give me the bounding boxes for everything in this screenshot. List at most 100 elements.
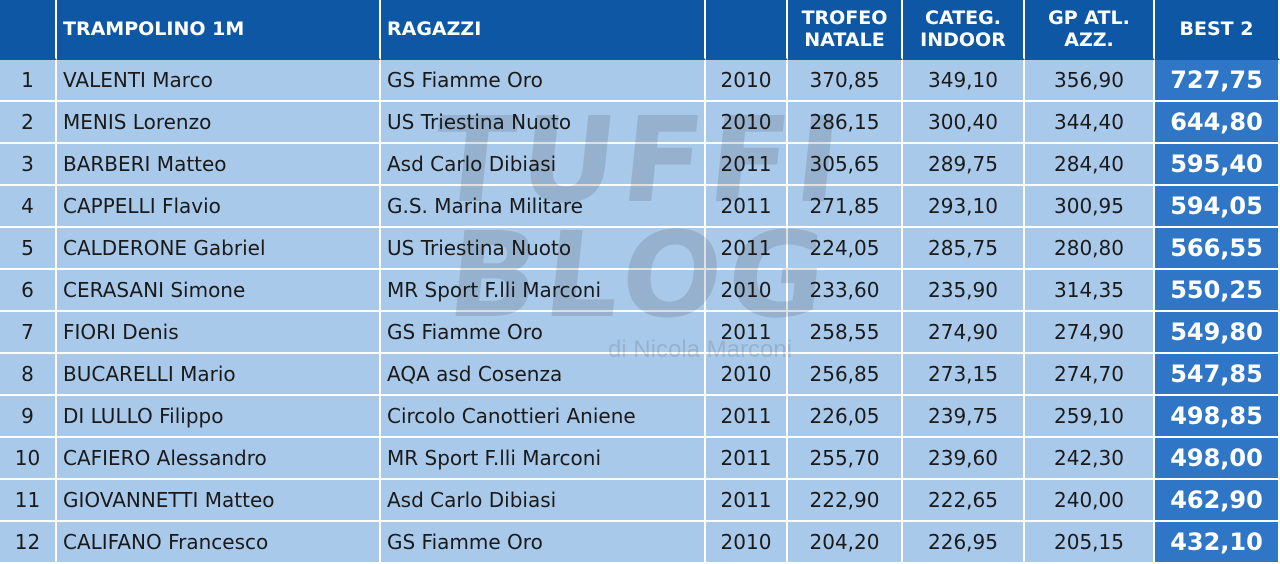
cell-trofeo-natale: 255,70 (788, 438, 903, 480)
cell-position: 10 (0, 438, 57, 480)
header-category: RAGAZZI (381, 0, 706, 60)
cell-club: US Triestina Nuoto (381, 228, 706, 270)
cell-position: 8 (0, 354, 57, 396)
cell-position: 2 (0, 102, 57, 144)
header-position (0, 0, 57, 60)
cell-trofeo-natale: 226,05 (788, 396, 903, 438)
table-row: 7 FIORI Denis GS Fiamme Oro 2011 258,55 274,9… (0, 312, 1280, 354)
cell-categ-indoor: 293,10 (903, 186, 1025, 228)
cell-gp-atl-azz: 356,90 (1025, 60, 1155, 102)
cell-best-2: 462,90 (1155, 480, 1280, 522)
cell-birth-year: 2011 (706, 312, 788, 354)
cell-athlete-name: GIOVANNETTI Matteo (57, 480, 381, 522)
cell-athlete-name: VALENTI Marco (57, 60, 381, 102)
cell-gp-atl-azz: 300,95 (1025, 186, 1155, 228)
cell-best-2: 549,80 (1155, 312, 1280, 354)
cell-club: Asd Carlo Dibiasi (381, 480, 706, 522)
cell-trofeo-natale: 233,60 (788, 270, 903, 312)
cell-position: 4 (0, 186, 57, 228)
cell-athlete-name: CALDERONE Gabriel (57, 228, 381, 270)
cell-club: AQA asd Cosenza (381, 354, 706, 396)
cell-birth-year: 2011 (706, 480, 788, 522)
cell-gp-atl-azz: 344,40 (1025, 102, 1155, 144)
cell-trofeo-natale: 258,55 (788, 312, 903, 354)
cell-gp-atl-azz: 314,35 (1025, 270, 1155, 312)
header-row: TRAMPOLINO 1M RAGAZZI TROFEO NATALE CATE… (0, 0, 1280, 60)
table-row: 5 CALDERONE Gabriel US Triestina Nuoto 2011… (0, 228, 1280, 270)
table-row: 8 BUCARELLI Mario AQA asd Cosenza 2010 256,8… (0, 354, 1280, 396)
cell-birth-year: 2010 (706, 270, 788, 312)
cell-categ-indoor: 274,90 (903, 312, 1025, 354)
cell-gp-atl-azz: 240,00 (1025, 480, 1155, 522)
cell-categ-indoor: 273,15 (903, 354, 1025, 396)
cell-birth-year: 2011 (706, 144, 788, 186)
cell-gp-atl-azz: 274,70 (1025, 354, 1155, 396)
cell-categ-indoor: 289,75 (903, 144, 1025, 186)
header-trofeo-natale: TROFEO NATALE (788, 0, 903, 60)
cell-best-2: 594,05 (1155, 186, 1280, 228)
cell-athlete-name: CERASANI Simone (57, 270, 381, 312)
table-row: 3 BARBERI Matteo Asd Carlo Dibiasi 2011 305,… (0, 144, 1280, 186)
cell-best-2: 595,40 (1155, 144, 1280, 186)
cell-gp-atl-azz: 280,80 (1025, 228, 1155, 270)
cell-birth-year: 2010 (706, 60, 788, 102)
cell-club: G.S. Marina Militare (381, 186, 706, 228)
cell-position: 5 (0, 228, 57, 270)
cell-athlete-name: BUCARELLI Mario (57, 354, 381, 396)
cell-categ-indoor: 300,40 (903, 102, 1025, 144)
cell-categ-indoor: 226,95 (903, 522, 1025, 564)
table-row: 6 CERASANI Simone MR Sport F.lli Marconi 20… (0, 270, 1280, 312)
cell-categ-indoor: 285,75 (903, 228, 1025, 270)
header-categ-indoor: CATEG. INDOOR (903, 0, 1025, 60)
cell-position: 12 (0, 522, 57, 564)
cell-club: GS Fiamme Oro (381, 60, 706, 102)
cell-club: MR Sport F.lli Marconi (381, 438, 706, 480)
cell-position: 11 (0, 480, 57, 522)
cell-club: GS Fiamme Oro (381, 522, 706, 564)
table-row: 12 CALIFANO Francesco GS Fiamme Oro 2010 204… (0, 522, 1280, 564)
header-gp-atl-azz: GP ATL. AZZ. (1025, 0, 1155, 60)
cell-position: 6 (0, 270, 57, 312)
cell-athlete-name: DI LULLO Filippo (57, 396, 381, 438)
cell-trofeo-natale: 271,85 (788, 186, 903, 228)
cell-gp-atl-azz: 284,40 (1025, 144, 1155, 186)
cell-trofeo-natale: 204,20 (788, 522, 903, 564)
cell-athlete-name: CALIFANO Francesco (57, 522, 381, 564)
cell-categ-indoor: 349,10 (903, 60, 1025, 102)
cell-trofeo-natale: 305,65 (788, 144, 903, 186)
cell-best-2: 566,55 (1155, 228, 1280, 270)
cell-birth-year: 2011 (706, 438, 788, 480)
cell-birth-year: 2011 (706, 186, 788, 228)
cell-position: 1 (0, 60, 57, 102)
cell-best-2: 644,80 (1155, 102, 1280, 144)
cell-best-2: 547,85 (1155, 354, 1280, 396)
cell-position: 9 (0, 396, 57, 438)
cell-birth-year: 2010 (706, 102, 788, 144)
cell-best-2: 727,75 (1155, 60, 1280, 102)
cell-club: GS Fiamme Oro (381, 312, 706, 354)
table-row: 11 GIOVANNETTI Matteo Asd Carlo Dibiasi 201… (0, 480, 1280, 522)
header-event: TRAMPOLINO 1M (57, 0, 381, 60)
cell-athlete-name: FIORI Denis (57, 312, 381, 354)
table-row: 2 MENIS Lorenzo US Triestina Nuoto 2010 286,… (0, 102, 1280, 144)
cell-trofeo-natale: 256,85 (788, 354, 903, 396)
cell-gp-atl-azz: 259,10 (1025, 396, 1155, 438)
cell-position: 7 (0, 312, 57, 354)
cell-athlete-name: BARBERI Matteo (57, 144, 381, 186)
cell-birth-year: 2010 (706, 354, 788, 396)
cell-athlete-name: MENIS Lorenzo (57, 102, 381, 144)
cell-trofeo-natale: 224,05 (788, 228, 903, 270)
cell-gp-atl-azz: 205,15 (1025, 522, 1155, 564)
cell-birth-year: 2011 (706, 396, 788, 438)
cell-trofeo-natale: 370,85 (788, 60, 903, 102)
cell-club: Asd Carlo Dibiasi (381, 144, 706, 186)
cell-best-2: 550,25 (1155, 270, 1280, 312)
table-row: 4 CAPPELLI Flavio G.S. Marina Militare 2011… (0, 186, 1280, 228)
cell-categ-indoor: 239,60 (903, 438, 1025, 480)
cell-best-2: 432,10 (1155, 522, 1280, 564)
table-row: 1 VALENTI Marco GS Fiamme Oro 2010 370,85 349… (0, 60, 1280, 102)
cell-club: MR Sport F.lli Marconi (381, 270, 706, 312)
cell-trofeo-natale: 286,15 (788, 102, 903, 144)
cell-gp-atl-azz: 242,30 (1025, 438, 1155, 480)
